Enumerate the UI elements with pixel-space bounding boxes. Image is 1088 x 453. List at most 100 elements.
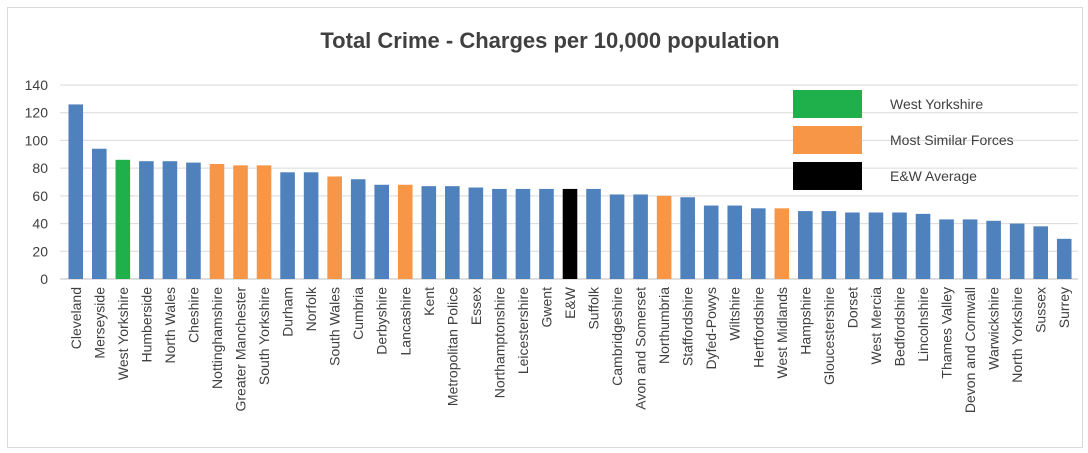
x-tick-label: Lincolnshire [915, 287, 931, 362]
x-tick-label: Nottinghamshire [209, 287, 225, 389]
y-tick-label: 0 [40, 271, 48, 287]
bar-humberside [139, 161, 154, 279]
bar-devon-and-cornwall [962, 219, 978, 279]
bar-durham [280, 172, 295, 279]
bar-staffordshire [680, 197, 695, 279]
x-tick-label: South Wales [327, 287, 343, 366]
bar-hampshire [798, 211, 813, 279]
bar-dorset [845, 212, 860, 279]
x-tick-label: Wiltshire [727, 287, 743, 341]
bar-dyfed-powys [703, 205, 719, 279]
bar-metropolitan-police [445, 186, 460, 279]
bar-gloucestershire [821, 211, 837, 279]
y-tick-label: 80 [32, 160, 48, 176]
legend: West Yorkshire Most Similar Forces E&W Ave… [793, 90, 1014, 190]
bar-derbyshire [374, 184, 390, 279]
x-tick-label: Derbyshire [374, 287, 390, 355]
bar-west-midlands [774, 208, 790, 279]
x-tick-label: Norfolk [303, 286, 319, 331]
bar-south-yorkshire [256, 165, 272, 279]
x-tick-label: Lancashire [397, 287, 413, 356]
bar-sussex [1033, 226, 1048, 279]
x-tick-label: Merseyside [91, 287, 107, 359]
bar-avon-and-somerset [633, 194, 648, 279]
x-tick-label: Essex [468, 287, 484, 325]
bar-greater-manchester [233, 165, 248, 279]
bar-lincolnshire [915, 213, 931, 279]
bar-wiltshire [727, 205, 743, 279]
bar-bedfordshire [892, 212, 907, 279]
bar-leicestershire [515, 188, 531, 279]
x-tick-label: North Wales [162, 287, 178, 364]
legend-swatch [793, 126, 862, 154]
x-tick-label: Suffolk [586, 286, 602, 330]
x-tick-label: Cheshire [185, 287, 201, 343]
x-tick-label: Hertfordshire [750, 287, 766, 368]
x-tick-label: Sussex [1033, 287, 1049, 333]
bar-west-mercia [868, 212, 884, 279]
x-axis-labels: Cleveland Merseyside West Yorkshire Humbers… [68, 286, 1072, 413]
x-tick-label: Gloucestershire [821, 287, 837, 385]
x-tick-label: Dyfed-Powys [703, 287, 719, 369]
bar-cambridgeshire [609, 194, 625, 279]
x-tick-label: Thames Valley [939, 287, 955, 379]
chart-title: Total Crime - Charges per 10,000 populat… [320, 28, 780, 53]
bar-south-wales [327, 176, 342, 279]
y-tick-label: 120 [25, 105, 49, 121]
bar-thames-valley [939, 219, 954, 279]
x-tick-label: Humberside [138, 287, 154, 363]
bars [68, 104, 1072, 280]
x-tick-label: Metropolitan Police [444, 287, 460, 406]
x-tick-label: Leicestershire [515, 287, 531, 374]
bar-cumbria [350, 179, 366, 279]
x-tick-label: Avon and Somerset [633, 287, 649, 410]
bar-warwickshire [986, 220, 1001, 279]
bar-surrey [1056, 238, 1072, 279]
x-tick-label: West Mercia [868, 287, 884, 365]
bar-cheshire [186, 162, 201, 279]
x-tick-label: West Midlands [774, 287, 790, 379]
legend-label: West Yorkshire [890, 96, 983, 112]
x-tick-label: Kent [421, 287, 437, 316]
bar-merseyside [92, 148, 107, 279]
x-tick-label: Greater Manchester [233, 287, 249, 412]
legend-swatch [793, 162, 862, 190]
bar-north-yorkshire [1009, 223, 1025, 279]
x-tick-label: Hampshire [797, 287, 813, 355]
bar-northamptonshire [492, 188, 507, 279]
x-tick-label: South Yorkshire [256, 287, 272, 385]
bar-cleveland [68, 104, 84, 280]
bar-kent [421, 186, 437, 279]
bar-north-wales [162, 161, 178, 279]
x-tick-label: E&W [562, 286, 578, 319]
x-tick-label: Cumbria [350, 287, 366, 340]
y-tick-label: 40 [32, 216, 48, 232]
bar-e-w [562, 188, 578, 279]
x-tick-label: Gwent [538, 287, 554, 328]
x-tick-label: Durham [280, 287, 296, 337]
x-tick-label: Cleveland [68, 287, 84, 349]
bar-suffolk [586, 188, 601, 279]
x-tick-label: Staffordshire [680, 287, 696, 366]
x-tick-label: Surrey [1056, 287, 1072, 328]
x-tick-label: Cambridgeshire [609, 287, 625, 386]
x-tick-label: Dorset [844, 287, 860, 328]
legend-swatch [793, 90, 862, 118]
bar-gwent [539, 188, 554, 279]
legend-label: E&W Average [890, 168, 977, 184]
bar-essex [468, 187, 484, 279]
y-tick-label: 100 [25, 132, 49, 148]
y-tick-label: 20 [32, 243, 48, 259]
x-tick-label: Bedfordshire [891, 287, 907, 367]
bar-west-yorkshire [115, 159, 131, 279]
bar-northumbria [656, 195, 672, 279]
x-tick-label: Warwickshire [986, 287, 1002, 370]
x-tick-label: Devon and Cornwall [962, 287, 978, 413]
bar-lancashire [397, 184, 413, 279]
x-tick-label: Northamptonshire [491, 287, 507, 398]
bar-norfolk [303, 172, 319, 279]
y-tick-label: 60 [32, 188, 48, 204]
y-axis-ticks: 0 20 40 60 80 100 120 140 [25, 77, 49, 287]
bar-nottinghamshire [209, 163, 225, 279]
